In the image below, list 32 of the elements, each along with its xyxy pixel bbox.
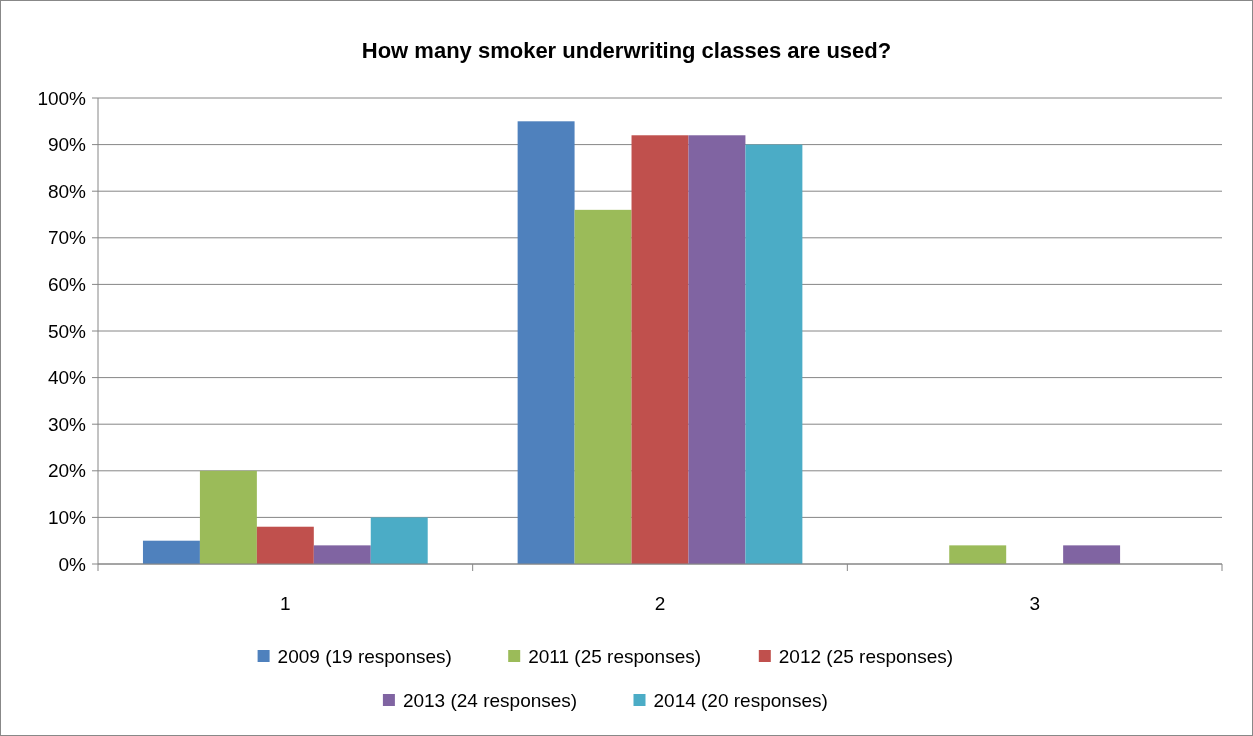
bar (256, 526, 314, 564)
y-tick-label: 50% (47, 320, 87, 342)
x-tick-label: 2 (654, 593, 666, 614)
bar (199, 470, 257, 564)
chart-title: How many smoker underwriting classes are used? (361, 38, 892, 63)
legend-label: 2011 (25 responses) (528, 645, 702, 667)
legend-label: 2014 (20 responses) (653, 689, 828, 711)
y-tick-label: 60% (47, 274, 87, 296)
y-tick-label: 70% (47, 227, 87, 249)
x-tick-label: 1 (280, 593, 291, 614)
bar (313, 545, 371, 564)
y-tick-label: 40% (47, 367, 87, 389)
legend-label: 2013 (24 responses) (402, 689, 578, 711)
bar (949, 545, 1007, 564)
bar (1063, 545, 1121, 564)
legend-label: 2012 (25 responses) (778, 645, 954, 667)
bar (631, 135, 689, 564)
y-tick-label: 0% (58, 553, 87, 575)
y-tick-label: 100% (37, 87, 87, 109)
bar (142, 540, 200, 564)
bar (517, 121, 575, 564)
bar (745, 144, 803, 564)
bar (370, 517, 428, 564)
y-tick-label: 10% (47, 507, 87, 529)
bar (574, 209, 632, 564)
y-tick-label: 20% (47, 460, 87, 482)
y-tick-label: 80% (47, 180, 87, 202)
legend-label: 2009 (19 responses) (277, 645, 452, 667)
y-tick-label: 90% (47, 134, 87, 156)
x-tick-label: 3 (1029, 593, 1040, 614)
y-tick-label: 30% (47, 413, 87, 435)
bar (688, 135, 746, 564)
